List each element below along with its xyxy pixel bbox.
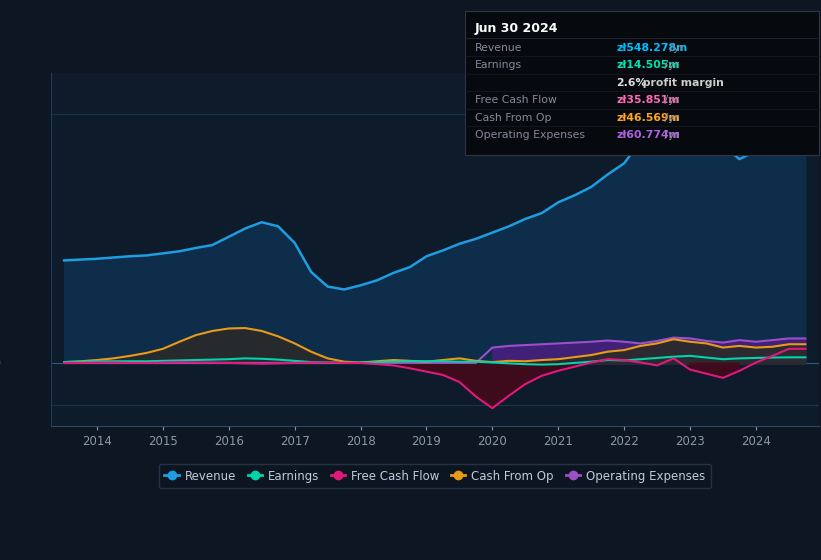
Text: /yr: /yr (662, 60, 679, 70)
Text: Operating Expenses: Operating Expenses (475, 130, 585, 140)
Text: Cash From Op: Cash From Op (475, 113, 551, 123)
Text: Free Cash Flow: Free Cash Flow (475, 95, 557, 105)
Text: /yr: /yr (662, 95, 679, 105)
Text: profit margin: profit margin (639, 77, 723, 87)
Text: /yr: /yr (662, 113, 679, 123)
Text: zł46.569m: zł46.569m (617, 113, 681, 123)
Text: Revenue: Revenue (475, 43, 522, 53)
Legend: Revenue, Earnings, Free Cash Flow, Cash From Op, Operating Expenses: Revenue, Earnings, Free Cash Flow, Cash … (158, 464, 711, 488)
Text: /yr: /yr (666, 43, 684, 53)
Text: zł0: zł0 (0, 357, 1, 370)
Text: -zł100m: -zł100m (0, 398, 1, 412)
Text: 2.6%: 2.6% (617, 77, 647, 87)
Text: zł14.505m: zł14.505m (617, 60, 680, 70)
Text: Jun 30 2024: Jun 30 2024 (475, 22, 558, 35)
Text: zł548.278m: zł548.278m (617, 43, 688, 53)
Text: /yr: /yr (662, 130, 679, 140)
Text: zł60.774m: zł60.774m (617, 130, 681, 140)
Text: Earnings: Earnings (475, 60, 521, 70)
Text: zł35.851m: zł35.851m (617, 95, 680, 105)
Text: zł600m: zł600m (0, 108, 1, 121)
